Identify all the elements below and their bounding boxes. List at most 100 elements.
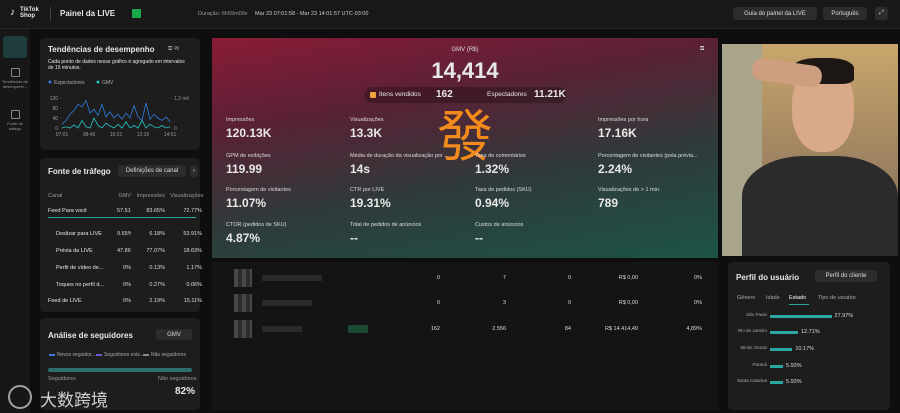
next-button[interactable]: › [190, 165, 198, 177]
panel-title: Fonte de tráfego [48, 167, 111, 176]
column-header: Impressões [136, 193, 165, 199]
channel-name: Deslizar para LIVE [56, 231, 102, 237]
trend-panel [40, 38, 200, 150]
profile-dropdown[interactable]: Perfil do cliente [815, 270, 877, 282]
panel-title: Tendências de desempenho [48, 45, 155, 54]
logo-icon: ♪ [10, 7, 15, 18]
shirt [742, 156, 898, 256]
followers-dropdown[interactable]: GMV [156, 329, 192, 340]
metric-label: Visualizações de > 1 min. [598, 187, 661, 193]
product-image [234, 294, 252, 312]
product-value: 84 [564, 326, 571, 332]
panel-icons[interactable]: ⧉ ✉ [168, 46, 179, 52]
channel-button[interactable]: Definições de canal [118, 165, 186, 177]
viewers-label: Espectadores [487, 91, 527, 98]
x-tick-label: 10:31 [110, 132, 123, 136]
y-tick-label: 80 [52, 106, 58, 112]
metric-value: 17.16K [598, 126, 637, 140]
profile-tab[interactable]: Gênero [737, 295, 756, 301]
traffic-value: 0.13% [149, 265, 165, 271]
traffic-value: 9.65% [117, 231, 131, 237]
traffic-value: 1.17% [186, 265, 202, 271]
sidebar [0, 29, 30, 413]
legend-label: Não seguidores [151, 352, 187, 358]
profile-tab[interactable]: Tipo de usuário [818, 295, 856, 301]
legend-dot [96, 80, 100, 84]
metric-value: 789 [598, 196, 619, 210]
gmv-value: 14,414 [431, 58, 499, 83]
tab-underline [789, 304, 809, 305]
sidebar-icon[interactable] [11, 68, 20, 77]
viewers: 11.21K [534, 89, 566, 100]
traffic-value: 0% [123, 265, 131, 271]
panel-icon[interactable]: ⧉ [700, 46, 705, 52]
traffic-value: 0% [123, 282, 131, 288]
product-name [262, 275, 322, 281]
legend-swatch [96, 354, 102, 356]
guide-button[interactable]: Guia do painel da LIVE [733, 7, 817, 20]
bar [770, 348, 793, 351]
product-value: 7 [502, 275, 506, 281]
metric-label: Taxa de pedidos (SKU) [475, 187, 532, 193]
traffic-value: 6.18% [149, 231, 165, 237]
traffic-value: 53.91% [183, 231, 202, 237]
traffic-value: 72.77% [183, 208, 202, 214]
product-value: 0% [694, 300, 702, 306]
channel-name: Feed Para você [48, 208, 87, 214]
sidebar-active[interactable] [3, 36, 27, 58]
x-tick-label: 08:46 [83, 132, 96, 136]
non-followers-label: Não seguidores [158, 376, 197, 382]
metric-label: GPM de exibições [226, 153, 271, 159]
metric-value: 19.31% [350, 196, 391, 210]
legend-label: Espectadores [54, 80, 85, 86]
channel-name: Prévia da LIVE [56, 248, 93, 254]
metric-value: 0.94% [475, 196, 510, 210]
x-tick-label: 07:01 [56, 132, 69, 136]
watermark: 大数跨境 [40, 391, 108, 411]
overlay-character: 發 [437, 105, 493, 170]
metric-label: Porcentagem de visitantes (pela prévia..… [598, 153, 698, 159]
metric-value: -- [475, 231, 483, 245]
language-select[interactable]: Português [823, 7, 867, 20]
legend-label: GMV [102, 80, 114, 86]
legend-dot [48, 80, 52, 84]
y-tick-label: 0 [55, 126, 58, 132]
legend-swatch [49, 354, 55, 356]
product-value: 0 [567, 300, 571, 306]
panel-title: Perfil do usuário [736, 273, 800, 282]
followers-bar [48, 368, 192, 372]
sidebar-label[interactable]: Fonte de tráfego [7, 121, 23, 131]
channel-name: Perfil de vídeo de... [56, 265, 104, 271]
y-tick-label: 40 [52, 116, 58, 122]
column-header: Canal [48, 193, 63, 199]
product-value: 0 [436, 275, 440, 281]
column-header: Visualizações [170, 193, 204, 199]
metric-value: 119.99 [226, 162, 263, 176]
metric-value: 11.07% [226, 196, 267, 210]
followers-label: Seguidores [48, 376, 76, 382]
profile-tab[interactable]: Idade [766, 295, 780, 301]
metric-label: Visualizações [350, 117, 384, 123]
product-image [234, 320, 252, 338]
sidebar-icon[interactable] [11, 110, 20, 119]
bar [770, 331, 798, 334]
profile-tab[interactable]: Estado [789, 295, 807, 301]
product-value: R$ 0,00 [618, 275, 638, 281]
bar [770, 365, 784, 368]
value-label: 5.93% [786, 379, 802, 385]
live-video [722, 44, 898, 256]
sidebar-label[interactable]: Tendências de desempenh... [2, 79, 28, 89]
duration: Duração: 6h59m09s [198, 11, 248, 17]
traffic-value: 15.11% [183, 298, 202, 304]
products-panel [212, 262, 718, 410]
metric-label: CTR por LIVE [350, 187, 385, 193]
gmv-panel [212, 38, 718, 258]
row-underline [48, 217, 196, 218]
checkbox[interactable] [370, 92, 376, 98]
fullscreen-button[interactable]: ⤢ [875, 7, 888, 20]
product-value: 162 [430, 326, 440, 332]
state-label: Paraná [752, 362, 767, 367]
metric-value: 13.3K [350, 126, 383, 140]
state-label: São Paulo [746, 312, 767, 317]
